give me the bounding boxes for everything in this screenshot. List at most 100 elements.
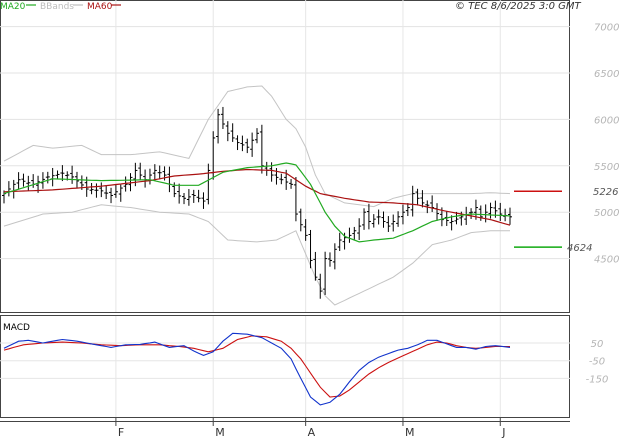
- candle: [430, 195, 435, 213]
- candle: [21, 173, 26, 187]
- candle: [99, 182, 104, 198]
- macd-line: [3, 332, 511, 406]
- candle: [220, 106, 225, 129]
- bollinger-bands: [3, 85, 511, 306]
- candle: [464, 206, 469, 225]
- candle: [420, 190, 425, 208]
- macd-title: MACD: [3, 323, 30, 333]
- candle: [362, 208, 367, 230]
- candle: [230, 123, 235, 142]
- candle: [313, 251, 318, 281]
- candle: [6, 181, 11, 197]
- price-tick-4500: 4500: [594, 255, 619, 266]
- candle: [259, 124, 264, 174]
- candle: [255, 128, 259, 144]
- candle: [303, 219, 308, 241]
- candle: [206, 163, 211, 205]
- candle: [347, 227, 352, 243]
- price-axis-ticks: 4500 5000 5500 6000 6500 7000: [594, 23, 619, 266]
- candle: [138, 162, 143, 180]
- macd-tick--150: -150: [586, 374, 609, 385]
- candle: [182, 193, 187, 205]
- candle: [60, 165, 65, 182]
- price-levels: 5226 4624: [514, 187, 618, 254]
- candle: [264, 161, 269, 176]
- price-tick-5500: 5500: [594, 162, 619, 173]
- candle: [196, 189, 201, 203]
- candle: [186, 189, 191, 206]
- candle: [327, 252, 332, 267]
- candle: [50, 167, 55, 187]
- candle: [405, 203, 410, 217]
- bb-lower-line: [3, 204, 510, 306]
- candle: [488, 202, 493, 219]
- macd-panel-frame: [0, 315, 570, 418]
- candle: [128, 173, 133, 192]
- level-label-5226: 5226: [593, 187, 618, 198]
- macd-indicator: 50 -50 -150: [3, 332, 609, 406]
- bb-upper-line: [3, 85, 511, 208]
- candle: [177, 183, 182, 204]
- macd-signal-line: [3, 335, 510, 398]
- month-label-J: J: [501, 426, 505, 439]
- candle: [201, 192, 206, 209]
- candle: [152, 164, 157, 181]
- candle: [483, 204, 488, 223]
- candle: [31, 174, 36, 188]
- candle: [143, 169, 148, 188]
- candle: [323, 251, 328, 295]
- level-label-4624: 4624: [567, 243, 592, 254]
- price-axis-strip: [570, 0, 627, 440]
- copyright-timestamp: © TEC 8/6/2025 3:0 GMT: [455, 1, 582, 12]
- candle: [298, 208, 303, 232]
- macd-tick--50: -50: [589, 357, 605, 368]
- ma60-line: [3, 168, 511, 226]
- candle: [357, 218, 362, 240]
- month-label-M: M: [405, 426, 415, 439]
- candle: [508, 207, 512, 225]
- candles: [2, 106, 512, 299]
- candle: [225, 121, 230, 142]
- month-label-M: M: [215, 426, 225, 439]
- candle: [293, 177, 298, 222]
- candle: [396, 211, 401, 227]
- candle: [94, 183, 99, 198]
- candle: [167, 166, 172, 193]
- candle: [70, 165, 75, 184]
- price-tick-6500: 6500: [594, 69, 619, 80]
- price-tick-7000: 7000: [594, 23, 619, 34]
- candle: [386, 216, 391, 232]
- candle: [308, 229, 313, 269]
- candle: [245, 138, 250, 154]
- candle: [449, 215, 454, 231]
- candle: [400, 204, 405, 225]
- candle: [89, 182, 94, 195]
- candle: [391, 214, 396, 232]
- candle: [503, 208, 508, 222]
- candle: [191, 189, 196, 203]
- candle: [376, 209, 381, 225]
- candle: [410, 185, 415, 217]
- candle: [118, 184, 123, 202]
- candle: [11, 179, 16, 199]
- candle: [123, 176, 128, 192]
- candle: [147, 168, 152, 185]
- candle: [157, 165, 162, 180]
- macd-tick-50: 50: [591, 339, 604, 350]
- candle: [337, 232, 342, 252]
- legend-ma20: MA20: [0, 2, 26, 12]
- candle: [216, 108, 221, 144]
- candle: [250, 132, 255, 157]
- candle: [332, 243, 337, 270]
- candle: [498, 202, 503, 221]
- legend-bbands: BBands: [40, 2, 74, 12]
- month-label-F: F: [118, 426, 124, 439]
- candle: [26, 175, 31, 192]
- candle: [381, 211, 386, 228]
- candle: [415, 188, 420, 206]
- ma20-line: [3, 162, 511, 243]
- legend-ma60: MA60: [87, 2, 113, 12]
- candle: [366, 203, 371, 230]
